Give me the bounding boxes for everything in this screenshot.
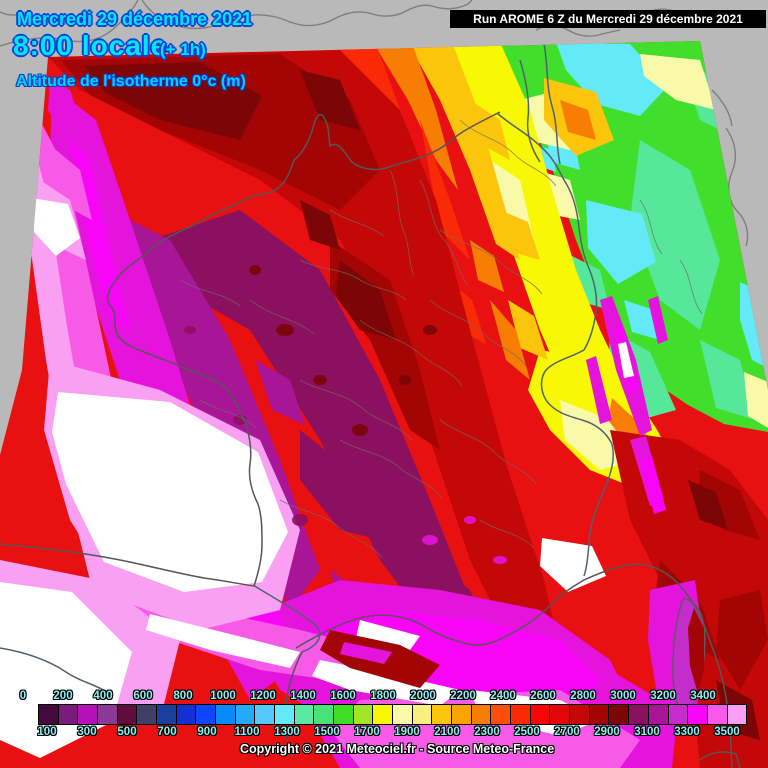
- legend-label: 1400: [290, 690, 316, 702]
- department-borders: [179, 119, 703, 559]
- run-title-bar: Run AROME 6 Z du Mercredi 29 décembre 20…: [450, 10, 766, 28]
- legend-label: 300: [77, 726, 97, 738]
- legend-swatch: [588, 704, 610, 725]
- legend-swatch: [372, 704, 394, 725]
- legend-swatch: [234, 704, 256, 725]
- legend-swatch: [156, 704, 177, 725]
- legend-label: 3300: [674, 726, 700, 738]
- legend-label: 2300: [474, 726, 500, 738]
- map-subtitle: Altitude de l'isotherme 0°c (m): [16, 73, 246, 90]
- legend-swatch: [215, 704, 236, 725]
- legend-swatch: [274, 704, 295, 725]
- legend-swatch: [313, 704, 335, 725]
- legend-swatch: [510, 704, 531, 725]
- legend-swatch: [667, 704, 689, 725]
- legend-swatch: [490, 704, 512, 725]
- copyright-label: Copyright © 2021 Meteociel.fr - Source M…: [240, 742, 555, 756]
- legend-swatch: [116, 704, 138, 725]
- legend-swatch: [549, 704, 571, 725]
- legend-swatch: [352, 704, 374, 725]
- legend-label: 2900: [594, 726, 620, 738]
- legend-swatch: [569, 704, 590, 725]
- legend-label: 2600: [530, 690, 556, 702]
- time-offset-label: (+ 1h): [160, 40, 206, 59]
- legend-swatch: [647, 704, 669, 725]
- legend-label: 2700: [554, 726, 580, 738]
- legend-label: 1000: [210, 690, 236, 702]
- legend-label: 400: [93, 690, 113, 702]
- legend-swatches: [38, 704, 748, 725]
- legend-swatch: [293, 704, 315, 725]
- legend-swatch: [726, 704, 748, 725]
- legend-label: 1200: [250, 690, 276, 702]
- legend-label: 1900: [394, 726, 420, 738]
- legend-swatch: [687, 704, 708, 725]
- legend-swatch: [333, 704, 354, 725]
- legend-label: 200: [53, 690, 73, 702]
- legend-swatch: [628, 704, 649, 725]
- legend-label: 3200: [650, 690, 676, 702]
- legend-label: 100: [37, 726, 57, 738]
- legend-swatch: [97, 704, 118, 725]
- legend-label: 3100: [634, 726, 660, 738]
- legend: 0 200 400 600 800 1000 1200 1400 1600 1800 2000 220…: [0, 688, 768, 768]
- legend-label: 600: [133, 690, 153, 702]
- legend-swatch: [175, 704, 197, 725]
- legend-label: 1300: [274, 726, 300, 738]
- legend-swatch: [77, 704, 99, 725]
- legend-label: 800: [173, 690, 193, 702]
- legend-swatch: [608, 704, 630, 725]
- time-label: 8:00 locale: [13, 30, 168, 61]
- coastlines: [0, 111, 741, 768]
- legend-swatch: [451, 704, 472, 725]
- legend-label: 700: [157, 726, 177, 738]
- legend-label: 2100: [434, 726, 460, 738]
- legend-label: 3400: [690, 690, 716, 702]
- legend-swatch: [392, 704, 413, 725]
- legend-swatch: [195, 704, 217, 725]
- legend-label: 3500: [714, 726, 740, 738]
- legend-label: 3000: [610, 690, 636, 702]
- legend-label: 1700: [354, 726, 380, 738]
- legend-label: 0: [19, 690, 27, 702]
- legend-top-labels: 0 200 400 600 800 1000 1200 1400 1600 1800 2000 220…: [0, 690, 768, 703]
- country-borders: [0, 43, 615, 695]
- legend-label: 2400: [490, 690, 516, 702]
- legend-label: 2500: [514, 726, 540, 738]
- legend-label: 2000: [410, 690, 436, 702]
- date-label: Mercredi 29 décembre 2021: [17, 9, 253, 29]
- legend-swatch: [706, 704, 728, 725]
- legend-label: 1100: [234, 726, 260, 738]
- legend-swatch: [38, 704, 59, 725]
- legend-swatch: [57, 704, 79, 725]
- legend-label: 2200: [450, 690, 476, 702]
- legend-label: 900: [197, 726, 217, 738]
- legend-swatch: [411, 704, 433, 725]
- legend-swatch: [529, 704, 551, 725]
- legend-label: 1600: [330, 690, 356, 702]
- legend-label: 500: [117, 726, 137, 738]
- legend-label: 2800: [570, 690, 596, 702]
- legend-swatch: [431, 704, 453, 725]
- legend-bottom-labels: 100 300 500 700 900 1100 1300 1500 1700 1900 2100 2…: [0, 726, 768, 739]
- legend-label: 1500: [314, 726, 340, 738]
- legend-swatch: [136, 704, 158, 725]
- legend-label: 1800: [370, 690, 396, 702]
- legend-swatch: [470, 704, 492, 725]
- legend-swatch: [254, 704, 276, 725]
